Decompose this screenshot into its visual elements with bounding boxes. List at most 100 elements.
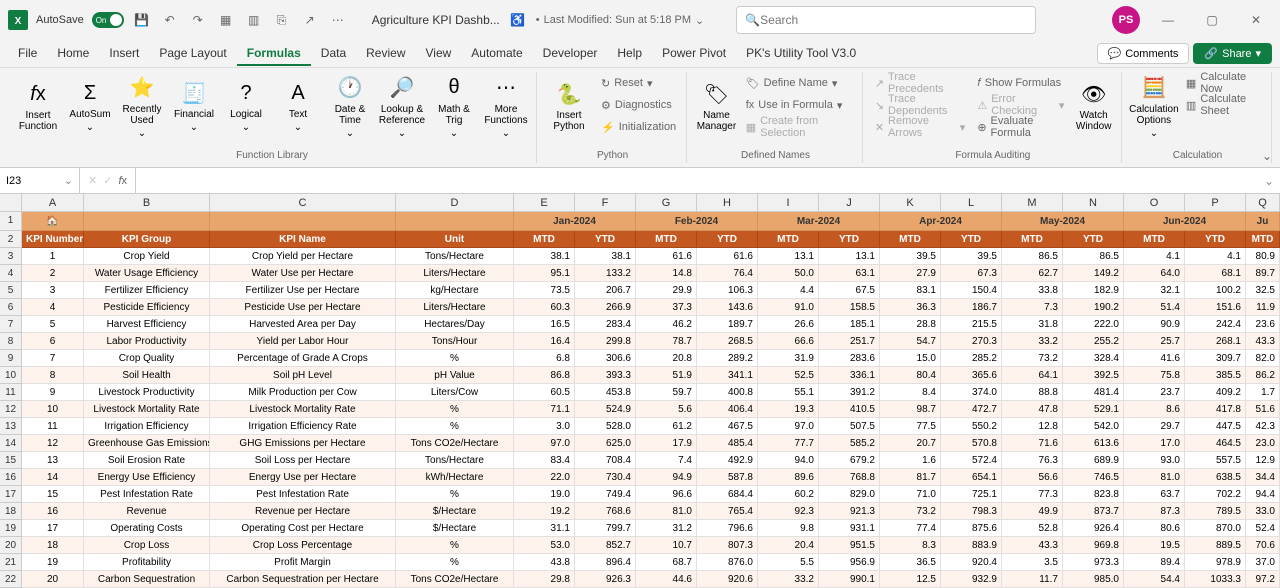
data-cell[interactable]: 90.9: [1124, 316, 1185, 333]
header-cell[interactable]: YTD: [1185, 231, 1246, 248]
data-cell[interactable]: 689.9: [1063, 452, 1124, 469]
data-cell[interactable]: 6: [22, 333, 84, 350]
data-cell[interactable]: 89.4: [1124, 554, 1185, 571]
data-cell[interactable]: 410.5: [819, 401, 880, 418]
initialization-button[interactable]: ⚡Initialization: [597, 116, 680, 138]
accessibility-icon[interactable]: ♿: [508, 10, 528, 30]
data-cell[interactable]: 932.9: [941, 571, 1002, 588]
data-cell[interactable]: 485.4: [697, 435, 758, 452]
data-cell[interactable]: 18: [22, 537, 84, 554]
row-header[interactable]: 19: [0, 520, 22, 537]
data-cell[interactable]: Percentage of Grade A Crops: [210, 350, 396, 367]
calculation-options-button[interactable]: 🧮Calculation Options⌄: [1130, 72, 1178, 140]
last-modified[interactable]: • Last Modified: Sun at 5:18 PM ⌄: [536, 14, 704, 27]
grid[interactable]: 🏠Jan-2024Feb-2024Mar-2024Apr-2024May-202…: [22, 212, 1280, 588]
minimize-button[interactable]: —: [1152, 6, 1184, 34]
use-in-formula-button[interactable]: fxUse in Formula ▾: [742, 94, 856, 116]
tab-home[interactable]: Home: [47, 42, 99, 66]
data-cell[interactable]: 19.0: [514, 486, 575, 503]
data-cell[interactable]: 94.0: [758, 452, 819, 469]
data-cell[interactable]: 10: [22, 401, 84, 418]
data-cell[interactable]: 39.5: [941, 248, 1002, 265]
data-cell[interactable]: 492.9: [697, 452, 758, 469]
data-cell[interactable]: Water Usage Efficiency: [84, 265, 210, 282]
calculate-now-button[interactable]: ▦Calculate Now: [1182, 72, 1265, 94]
data-cell[interactable]: 266.9: [575, 299, 636, 316]
reset-button[interactable]: ↻Reset ▾: [597, 72, 680, 94]
data-cell[interactable]: 374.0: [941, 384, 1002, 401]
home-icon[interactable]: 🏠: [22, 212, 84, 231]
data-cell[interactable]: 100.2: [1185, 282, 1246, 299]
data-cell[interactable]: 365.6: [941, 367, 1002, 384]
data-cell[interactable]: 926.3: [575, 571, 636, 588]
header-cell[interactable]: MTD: [1002, 231, 1063, 248]
row-header[interactable]: 12: [0, 401, 22, 418]
data-cell[interactable]: 799.7: [575, 520, 636, 537]
calculate-sheet-button[interactable]: ▥Calculate Sheet: [1182, 94, 1265, 116]
data-cell[interactable]: 182.9: [1063, 282, 1124, 299]
data-cell[interactable]: 94.9: [636, 469, 697, 486]
data-cell[interactable]: 336.1: [819, 367, 880, 384]
data-cell[interactable]: 17.0: [1124, 435, 1185, 452]
data-cell[interactable]: 956.9: [819, 554, 880, 571]
data-cell[interactable]: 385.5: [1185, 367, 1246, 384]
data-cell[interactable]: 97.0: [758, 418, 819, 435]
insert-function-button[interactable]: fxInsert Function: [14, 72, 62, 140]
data-cell[interactable]: 268.1: [1185, 333, 1246, 350]
data-cell[interactable]: 679.2: [819, 452, 880, 469]
data-cell[interactable]: 9.8: [758, 520, 819, 537]
data-cell[interactable]: 86.2: [1246, 367, 1280, 384]
data-cell[interactable]: 63.7: [1124, 486, 1185, 503]
column-header[interactable]: C: [210, 194, 396, 212]
search-box[interactable]: 🔍: [736, 6, 1036, 34]
data-cell[interactable]: Operating Cost per Hectare: [210, 520, 396, 537]
data-cell[interactable]: 31.8: [1002, 316, 1063, 333]
data-cell[interactable]: %: [396, 401, 514, 418]
data-cell[interactable]: 19.3: [758, 401, 819, 418]
data-cell[interactable]: 13.1: [819, 248, 880, 265]
data-cell[interactable]: 60.5: [514, 384, 575, 401]
data-cell[interactable]: Operating Costs: [84, 520, 210, 537]
data-cell[interactable]: 66.6: [758, 333, 819, 350]
data-cell[interactable]: 88.8: [1002, 384, 1063, 401]
data-cell[interactable]: 798.3: [941, 503, 1002, 520]
data-cell[interactable]: 186.7: [941, 299, 1002, 316]
data-cell[interactable]: GHG Emissions per Hectare: [210, 435, 396, 452]
row-header[interactable]: 9: [0, 350, 22, 367]
data-cell[interactable]: 52.4: [1246, 520, 1280, 537]
data-cell[interactable]: Fertilizer Use per Hectare: [210, 282, 396, 299]
select-all-corner[interactable]: [0, 194, 22, 212]
data-cell[interactable]: 270.3: [941, 333, 1002, 350]
row-header[interactable]: 22: [0, 571, 22, 588]
data-cell[interactable]: 823.8: [1063, 486, 1124, 503]
data-cell[interactable]: 11.9: [1246, 299, 1280, 316]
tab-automate[interactable]: Automate: [461, 42, 532, 66]
data-cell[interactable]: 28.8: [880, 316, 941, 333]
show-formulas-button[interactable]: 𝑓Show Formulas: [973, 72, 1068, 94]
data-cell[interactable]: 613.6: [1063, 435, 1124, 452]
row-header[interactable]: 13: [0, 418, 22, 435]
data-cell[interactable]: 150.4: [941, 282, 1002, 299]
data-cell[interactable]: 765.4: [697, 503, 758, 520]
filename[interactable]: Agriculture KPI Dashb...: [372, 13, 500, 27]
data-cell[interactable]: 60.3: [514, 299, 575, 316]
data-cell[interactable]: Pesticide Efficiency: [84, 299, 210, 316]
data-cell[interactable]: 8: [22, 367, 84, 384]
column-header[interactable]: D: [396, 194, 514, 212]
data-cell[interactable]: 97.2: [1246, 571, 1280, 588]
header-cell[interactable]: KPI Name: [210, 231, 396, 248]
data-cell[interactable]: 29.7: [1124, 418, 1185, 435]
data-cell[interactable]: 151.6: [1185, 299, 1246, 316]
data-cell[interactable]: 464.5: [1185, 435, 1246, 452]
data-cell[interactable]: 95.1: [514, 265, 575, 282]
data-cell[interactable]: 4: [22, 299, 84, 316]
data-cell[interactable]: 875.6: [941, 520, 1002, 537]
row-header[interactable]: 3: [0, 248, 22, 265]
data-cell[interactable]: 550.2: [941, 418, 1002, 435]
header-cell[interactable]: YTD: [1063, 231, 1124, 248]
data-cell[interactable]: 49.9: [1002, 503, 1063, 520]
column-header[interactable]: G: [636, 194, 697, 212]
month-header-cell[interactable]: Ju: [1246, 212, 1280, 231]
data-cell[interactable]: Profit Margin: [210, 554, 396, 571]
data-cell[interactable]: 71.1: [514, 401, 575, 418]
